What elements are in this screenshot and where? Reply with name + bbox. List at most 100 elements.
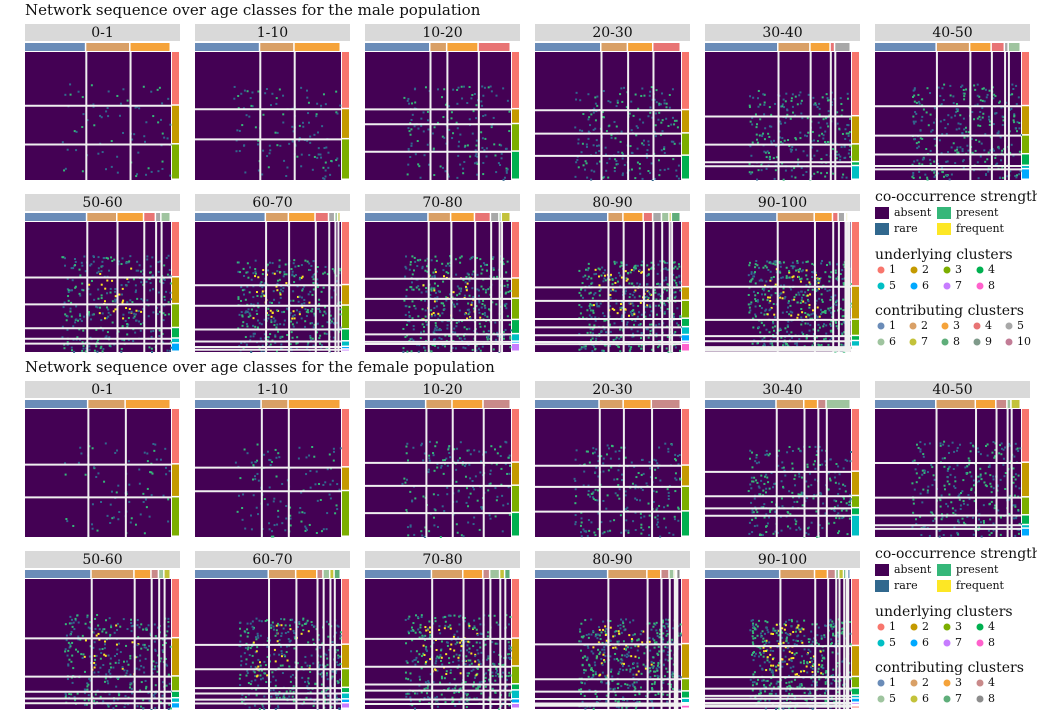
heatmap-cell bbox=[647, 291, 650, 294]
heatmap-cell bbox=[420, 444, 423, 447]
heatmap-cell bbox=[638, 162, 641, 165]
heatmap-cell bbox=[917, 141, 920, 144]
heatmap-cell bbox=[779, 329, 782, 332]
heatmap-cell bbox=[293, 314, 296, 317]
heatmap-cell bbox=[650, 162, 653, 165]
heatmap-cell bbox=[126, 99, 129, 102]
heatmap-cell bbox=[754, 517, 757, 520]
heatmap-cell bbox=[655, 101, 658, 104]
heatmap-cell bbox=[640, 526, 643, 529]
heatmap-cell bbox=[748, 306, 751, 309]
heatmap-cell bbox=[254, 268, 257, 271]
heatmap-cell bbox=[662, 268, 665, 271]
heatmap-cell bbox=[93, 654, 96, 657]
heatmap-cell bbox=[163, 278, 166, 281]
heatmap-cell bbox=[917, 145, 920, 148]
heatmap-cell bbox=[833, 508, 836, 511]
heatmap-cell bbox=[981, 99, 984, 102]
heatmap-cell bbox=[327, 166, 330, 169]
contributing-bar bbox=[365, 400, 425, 408]
heatmap-cell bbox=[663, 312, 666, 315]
heatmap-cell bbox=[575, 91, 578, 94]
heatmap-cell bbox=[987, 529, 990, 532]
heatmap-cell bbox=[767, 269, 770, 272]
heatmap-cell bbox=[792, 279, 795, 282]
heatmap-cell bbox=[430, 259, 433, 262]
heatmap-cell bbox=[640, 523, 643, 526]
heatmap-cell bbox=[157, 170, 160, 173]
heatmap-cell bbox=[786, 344, 789, 347]
heatmap-cell bbox=[840, 146, 843, 149]
heatmap-cell bbox=[945, 502, 948, 505]
heatmap-cell bbox=[984, 484, 987, 487]
heatmap-cell bbox=[927, 485, 930, 488]
heatmap-cell bbox=[962, 166, 965, 169]
heatmap-cell bbox=[1001, 149, 1004, 152]
heatmap-cell bbox=[310, 339, 313, 342]
heatmap-cell bbox=[150, 170, 153, 173]
heatmap-cell bbox=[1013, 455, 1016, 458]
heatmap-cell bbox=[466, 272, 469, 275]
heatmap-cell bbox=[87, 313, 90, 316]
heatmap-cell bbox=[644, 311, 647, 314]
heatmap-cell bbox=[326, 468, 329, 471]
heatmap-cell bbox=[598, 284, 601, 287]
heatmap-cell bbox=[457, 459, 460, 462]
heatmap-cell bbox=[434, 276, 437, 279]
heatmap-cell bbox=[479, 316, 482, 319]
contributing-bar bbox=[151, 570, 158, 578]
heatmap-cell bbox=[252, 478, 255, 481]
heatmap-cell bbox=[812, 328, 815, 331]
heatmap-cell bbox=[1008, 108, 1011, 111]
heatmap-cell bbox=[1014, 504, 1017, 507]
heatmap-cell bbox=[275, 475, 278, 478]
heatmap-cell bbox=[980, 142, 983, 145]
heatmap-cell bbox=[233, 97, 236, 100]
heatmap-cell bbox=[986, 443, 989, 446]
heatmap-cell bbox=[921, 501, 924, 504]
heatmap-cell bbox=[979, 118, 982, 121]
heatmap-cell bbox=[824, 140, 827, 143]
contributing-bar bbox=[830, 43, 834, 51]
heatmap-cell bbox=[653, 288, 656, 291]
heatmap-cell bbox=[784, 100, 787, 103]
heatmap-cell bbox=[100, 651, 103, 654]
heatmap-cell bbox=[768, 157, 771, 160]
heatmap-cell bbox=[756, 511, 759, 514]
heatmap-cell bbox=[490, 124, 493, 127]
heatmap-cell bbox=[278, 88, 281, 91]
contributing-bar bbox=[814, 213, 832, 221]
heatmap-cell bbox=[811, 271, 814, 274]
heatmap-cell bbox=[618, 337, 621, 340]
heatmap-cell bbox=[793, 501, 796, 504]
heatmap-cell bbox=[654, 291, 657, 294]
heatmap-bg bbox=[25, 579, 171, 709]
heatmap-cell bbox=[248, 312, 251, 315]
heatmap-cell bbox=[246, 310, 249, 313]
heatmap-cell bbox=[98, 312, 101, 315]
strip-label: 40-50 bbox=[932, 25, 972, 41]
contributing-bar bbox=[261, 400, 288, 408]
heatmap-cell bbox=[458, 140, 461, 143]
heatmap-cell bbox=[300, 153, 303, 156]
heatmap-cell bbox=[92, 313, 95, 316]
heatmap-cell bbox=[240, 299, 243, 302]
heatmap-cell bbox=[954, 162, 957, 165]
heatmap-cell bbox=[770, 501, 773, 504]
heatmap-cell bbox=[324, 481, 327, 484]
heatmap-cell bbox=[810, 313, 813, 316]
heatmap-cell bbox=[817, 329, 820, 332]
heatmap-cell bbox=[330, 296, 333, 299]
heatmap-cell bbox=[999, 533, 1002, 536]
heatmap-cell bbox=[635, 125, 638, 128]
contributing-bar bbox=[25, 43, 85, 51]
heatmap-cell bbox=[303, 302, 306, 305]
heatmap-cell bbox=[107, 654, 110, 657]
heatmap-cell bbox=[110, 140, 113, 143]
heatmap-cell bbox=[974, 88, 977, 91]
contributing-bar bbox=[161, 213, 170, 221]
heatmap-cell bbox=[811, 344, 814, 347]
heatmap-cell bbox=[152, 115, 155, 118]
heatmap-cell bbox=[763, 344, 766, 347]
heatmap-cell bbox=[424, 315, 427, 318]
